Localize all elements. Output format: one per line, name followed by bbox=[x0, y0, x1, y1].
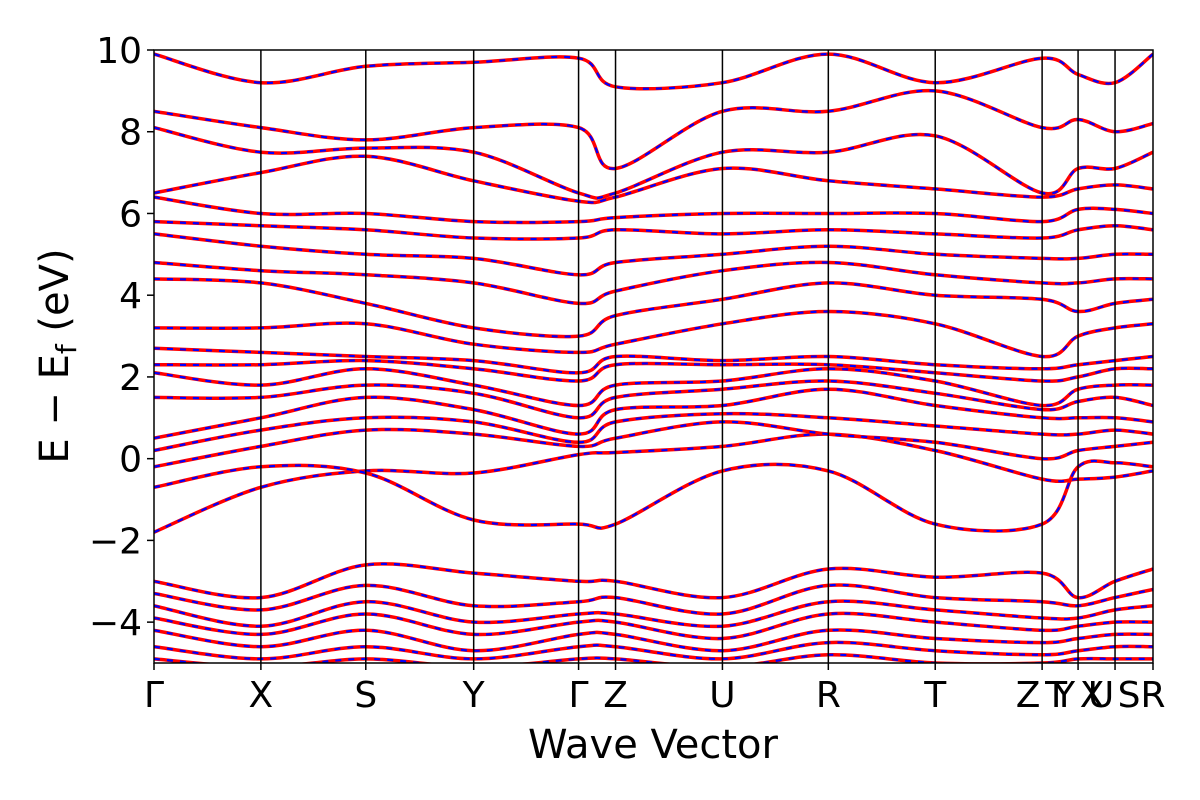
y-tick-label: −2 bbox=[89, 521, 142, 562]
y-axis-label-unit: (eV) bbox=[32, 248, 78, 344]
high-symmetry-lines bbox=[260, 50, 1116, 663]
y-tick-label: 8 bbox=[119, 113, 142, 154]
y-tick-label: 10 bbox=[96, 31, 142, 72]
y-tick-label: 6 bbox=[119, 194, 142, 235]
x-axis-ticks: Γ RX S Y Γ Z U R T Z TY XU S bbox=[144, 663, 1166, 716]
band-19-red bbox=[154, 562, 1153, 600]
band-23-blue bbox=[154, 628, 1153, 652]
band-1-red bbox=[154, 459, 1153, 533]
band-1-blue bbox=[154, 459, 1153, 533]
band-0-red bbox=[154, 432, 1153, 534]
x-tick-label: R bbox=[816, 675, 841, 716]
x-tick-label: Γ bbox=[144, 675, 164, 716]
band-25-red bbox=[154, 653, 1153, 663]
band-24-red bbox=[154, 640, 1153, 661]
band-12-blue bbox=[154, 232, 1153, 276]
band-15-blue bbox=[154, 155, 1153, 204]
band-3-blue bbox=[154, 412, 1153, 452]
band-10-blue bbox=[154, 277, 1153, 338]
band-17-blue bbox=[154, 89, 1153, 170]
band-23-red bbox=[154, 628, 1153, 653]
band-6-blue bbox=[154, 367, 1153, 407]
x-tick-label: X bbox=[249, 675, 274, 716]
band-14-red bbox=[154, 195, 1153, 225]
x-tick-label: T bbox=[1044, 675, 1068, 716]
band-8-red bbox=[154, 346, 1153, 375]
y-axis-label: E − Ef (eV) bbox=[32, 248, 83, 463]
x-axis-label: Wave Vector bbox=[528, 722, 779, 768]
y-axis-label-main: E − E bbox=[32, 354, 78, 464]
band-7-blue bbox=[154, 359, 1153, 383]
band-22-blue bbox=[154, 612, 1153, 640]
band-10-red bbox=[154, 277, 1153, 339]
band-9-red bbox=[154, 309, 1153, 359]
x-tick-label: S bbox=[1118, 675, 1141, 716]
x-tick-label: X bbox=[1080, 675, 1105, 716]
x-tick-label: U bbox=[1088, 675, 1114, 716]
band-13-red bbox=[154, 219, 1153, 241]
band-12-red bbox=[154, 232, 1153, 277]
y-tick-label: −4 bbox=[89, 603, 142, 644]
band-16-blue bbox=[154, 126, 1153, 200]
band-20-blue bbox=[154, 583, 1153, 616]
band-9-blue bbox=[154, 310, 1153, 358]
band-5-blue bbox=[154, 379, 1153, 419]
x-tick-label: U bbox=[709, 675, 735, 716]
band-11-red bbox=[154, 260, 1153, 306]
band-18-blue bbox=[154, 52, 1153, 90]
plot-frame bbox=[153, 49, 1154, 664]
bands-layer bbox=[154, 52, 1153, 663]
x-tick-label: Γ bbox=[569, 675, 589, 716]
x-tick-label: S bbox=[354, 675, 377, 716]
band-2-blue bbox=[154, 420, 1153, 468]
y-axis-label-subscript: f bbox=[50, 343, 83, 354]
band-14-blue bbox=[154, 196, 1153, 224]
x-tick-label: Z bbox=[603, 675, 628, 716]
band-13-blue bbox=[154, 220, 1153, 241]
band-17-red bbox=[154, 88, 1153, 171]
x-tick-label: Z bbox=[1016, 675, 1041, 716]
x-tick-label: Y bbox=[1052, 675, 1076, 716]
y-axis-ticks: −4 −2 0 2 4 6 8 10 bbox=[89, 31, 154, 644]
band-21-blue bbox=[154, 600, 1153, 628]
y-tick-label: 0 bbox=[119, 440, 142, 481]
band-18-red bbox=[154, 52, 1153, 91]
x-tick-label: R bbox=[1140, 675, 1165, 716]
x-tick-label: T bbox=[923, 675, 947, 716]
x-tick-label: Y bbox=[462, 675, 486, 716]
band-8-blue bbox=[154, 347, 1153, 374]
band-0-blue bbox=[154, 432, 1153, 534]
band-19-blue bbox=[154, 562, 1153, 599]
band-4-blue bbox=[154, 388, 1153, 440]
band-6-red bbox=[154, 367, 1153, 408]
band-2-red bbox=[154, 420, 1153, 469]
y-tick-label: 4 bbox=[119, 276, 142, 317]
y-tick-label: 2 bbox=[119, 358, 142, 399]
